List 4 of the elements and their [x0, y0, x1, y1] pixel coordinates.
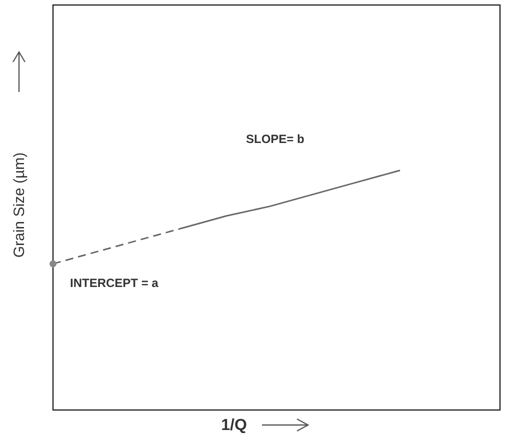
annotation: INTERCEPT = a [70, 276, 159, 290]
text: SLOPE= b [246, 132, 304, 146]
y-axis-title: Grain Size (µm) [11, 152, 28, 258]
x-axis-title: 1/Q [221, 417, 247, 434]
